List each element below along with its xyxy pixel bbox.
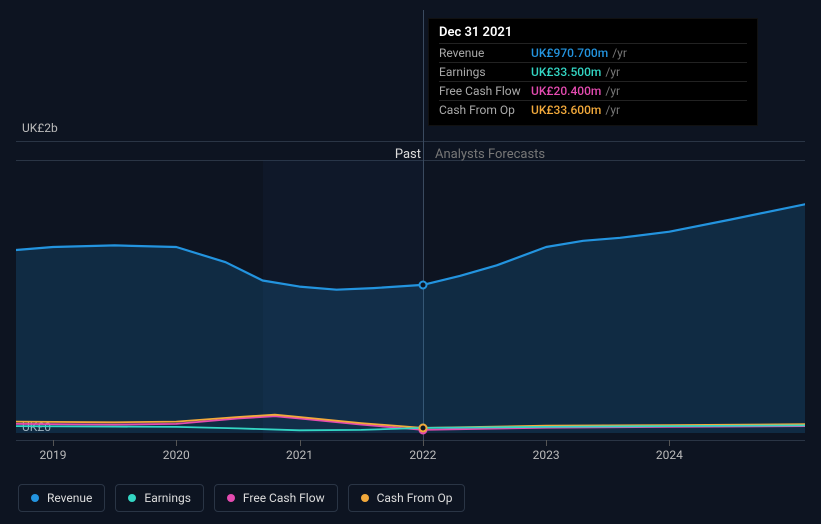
tooltip-value: UK£970.700m [531,45,608,61]
legend-item-cfo[interactable]: Cash From Op [348,484,466,512]
tooltip-unit: /yr [605,64,620,80]
x-tick-label: 2023 [533,448,560,462]
axis-line-base [16,440,805,441]
financials-chart: UK£2bUK£0 Past Analysts Forecasts Dec 31… [0,0,821,524]
legend-label: Earnings [144,491,191,505]
revenue-marker [418,280,427,289]
tooltip-row: Cash From OpUK£33.600m/yr [439,100,747,119]
legend-label: Free Cash Flow [243,491,325,505]
x-tick-label: 2021 [286,448,313,462]
tooltip-label: Free Cash Flow [439,83,531,99]
x-tick-label: 2024 [656,448,683,462]
tooltip-value: UK£33.600m [531,102,601,118]
legend-item-revenue[interactable]: Revenue [18,484,105,512]
legend-dot-icon [128,494,136,502]
legend-item-fcf[interactable]: Free Cash Flow [214,484,338,512]
x-tick-label: 2020 [163,448,190,462]
tooltip-label: Revenue [439,45,531,61]
tooltip-row: EarningsUK£33.500m/yr [439,62,747,81]
tooltip-unit: /yr [605,83,620,99]
plot-svg [16,128,805,433]
tooltip-value: UK£20.400m [531,83,601,99]
revenue-area [16,204,805,433]
tooltip-unit: /yr [605,102,620,118]
tooltip-label: Earnings [439,64,531,80]
x-tick-mark [669,440,670,446]
tooltip-row: Free Cash FlowUK£20.400m/yr [439,81,747,100]
x-tick-mark [423,440,424,446]
x-tick-label: 2022 [409,448,436,462]
plot-area[interactable] [16,128,805,433]
x-tick-mark [176,440,177,446]
tooltip-row: RevenueUK£970.700m/yr [439,43,747,62]
tooltip-date: Dec 31 2021 [439,25,747,43]
x-tick-mark [53,440,54,446]
legend-dot-icon [227,494,235,502]
tooltip-label: Cash From Op [439,102,531,118]
legend-dot-icon [361,494,369,502]
legend-dot-icon [31,494,39,502]
legend: Revenue Earnings Free Cash Flow Cash From O… [18,484,465,512]
x-tick-label: 2019 [39,448,66,462]
legend-item-earnings[interactable]: Earnings [115,484,204,512]
tooltip-value: UK£33.500m [531,64,601,80]
tooltip: Dec 31 2021 RevenueUK£970.700m/yrEarning… [428,18,758,126]
x-tick-mark [300,440,301,446]
tooltip-unit: /yr [612,45,627,61]
legend-label: Cash From Op [377,491,453,505]
x-axis: 2019 2020 2021 2022 2023 2024 [16,448,805,468]
x-tick-mark [546,440,547,446]
cfo-marker [418,423,427,432]
legend-label: Revenue [47,491,92,505]
